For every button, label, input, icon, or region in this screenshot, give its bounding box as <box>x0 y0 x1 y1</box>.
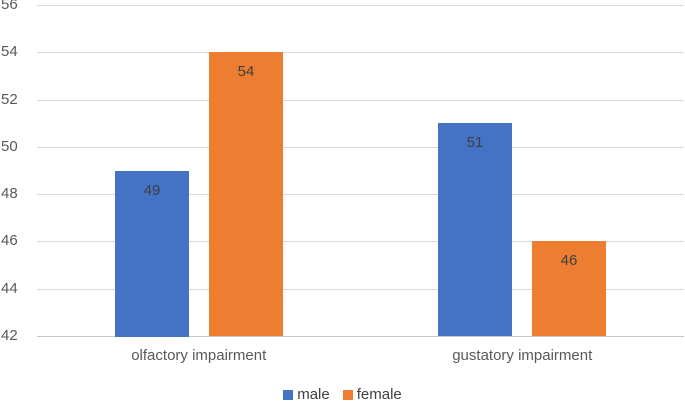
gridline <box>37 52 684 53</box>
x-category-label-gustatory: gustatory impairment <box>452 347 593 364</box>
bar-value-label: 49 <box>143 182 161 199</box>
x-axis-line <box>37 336 684 337</box>
plot-area: 42 44 46 48 50 52 54 56 49 54 51 46 <box>1 0 684 344</box>
y-axis-tick-label: 48 <box>1 185 18 202</box>
gridline <box>37 194 684 195</box>
y-axis-tick-label: 44 <box>1 280 18 297</box>
legend-item-female: female <box>342 386 402 403</box>
gridline <box>37 241 684 242</box>
y-axis-tick-label: 46 <box>1 232 18 249</box>
legend-label-male: male <box>297 386 330 403</box>
y-axis-tick-label: 42 <box>1 327 18 344</box>
gridline <box>37 289 684 290</box>
legend-item-male: male <box>283 386 330 403</box>
bar-female-olfactory <box>209 52 283 336</box>
y-axis-tick-label: 56 <box>1 0 18 13</box>
legend: male female <box>0 386 685 403</box>
gridline <box>37 5 684 6</box>
legend-label-female: female <box>356 386 402 403</box>
y-axis-tick-label: 50 <box>1 138 18 155</box>
legend-swatch-female <box>342 389 353 400</box>
x-category-label-olfactory: olfactory impairment <box>131 347 267 364</box>
gridline <box>37 147 684 148</box>
bar-male-gustatory <box>438 123 512 336</box>
legend-swatch-male <box>283 389 294 400</box>
bar-value-label: 46 <box>560 252 578 269</box>
bar-value-label: 54 <box>237 63 255 80</box>
bar-value-label: 51 <box>466 134 484 151</box>
x-axis: olfactory impairment gustatory impairmen… <box>37 347 684 364</box>
y-axis-tick-label: 52 <box>1 91 18 108</box>
y-axis-tick-label: 54 <box>1 43 18 60</box>
bar-female-gustatory <box>532 241 606 336</box>
bar-male-olfactory <box>115 171 189 337</box>
gridline <box>37 100 684 101</box>
